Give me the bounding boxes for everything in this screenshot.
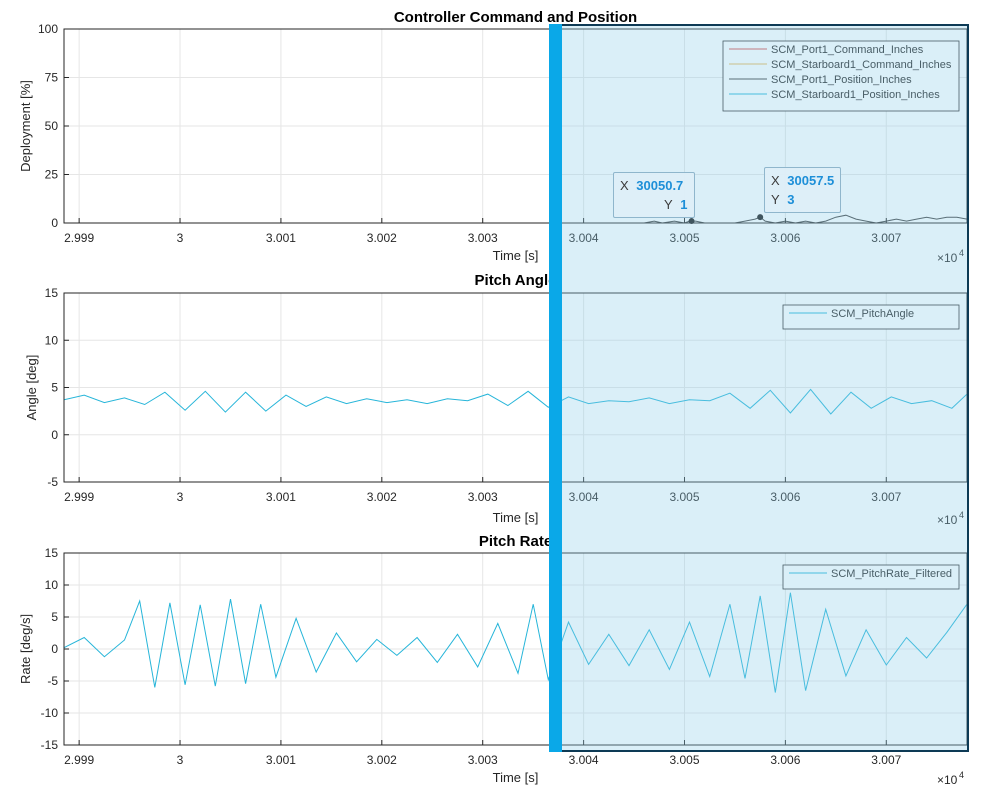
- y-tick-label: 75: [45, 71, 59, 85]
- x-tick-label: 3: [177, 753, 184, 767]
- axes-title: Controller Command and Position: [394, 9, 637, 26]
- y-tick-label: 0: [51, 216, 58, 230]
- x-tick-label: 3.002: [367, 753, 397, 767]
- datatip-y-key: Y: [664, 197, 673, 212]
- datatip-y-value: 1: [680, 197, 688, 212]
- axes-title: Pitch Rate: [479, 533, 552, 550]
- x-axis-label: Time [s]: [493, 510, 539, 525]
- legend-entry-label: SCM_PitchRate_Filtered: [831, 568, 952, 580]
- x-axis-label: Time [s]: [493, 248, 539, 263]
- y-tick-label: -15: [41, 738, 59, 752]
- x-tick-label: 3.002: [367, 490, 397, 504]
- y-tick-label: 0: [51, 642, 58, 656]
- x-exponent-label: ×10: [937, 513, 958, 527]
- y-axis-label: Angle [deg]: [24, 355, 39, 421]
- datatip-marker[interactable]: [757, 214, 764, 221]
- x-tick-label: 3.004: [569, 490, 599, 504]
- datatip-marker[interactable]: [688, 218, 695, 225]
- datatip-1[interactable]: X 30050.7 Y 1: [613, 172, 695, 218]
- x-tick-label: 3.007: [871, 753, 901, 767]
- x-tick-label: 3.007: [871, 490, 901, 504]
- x-axis-label: Time [s]: [493, 770, 539, 785]
- legend-box[interactable]: [722, 40, 960, 112]
- datatip-x-value: 30050.7: [636, 178, 684, 193]
- datatip-y-key: Y: [771, 192, 780, 207]
- datatip-x-value: 30057.5: [787, 173, 835, 188]
- x-tick-label: 3.006: [770, 753, 800, 767]
- axes-pitch-angle[interactable]: 2.999 3 3.001 3.002 3.003 3.004 3.005 3.006 3.00…: [24, 272, 968, 527]
- axes-controller-command[interactable]: 2.999 3 3.001 3.002 3.003 3.004 3.005 3.006 3.00…: [18, 9, 968, 265]
- x-tick-label: 3.003: [468, 753, 498, 767]
- legend-entry-label: SCM_PitchAngle: [831, 308, 914, 320]
- datatip-x-key: X: [771, 173, 780, 188]
- x-tick-label: 3.006: [770, 490, 800, 504]
- x-tick-label: 3: [177, 490, 184, 504]
- y-tick-label: 10: [45, 578, 59, 592]
- x-exponent-power: 4: [959, 248, 964, 258]
- y-tick-label: 100: [38, 22, 58, 36]
- x-tick-label: 3.004: [569, 753, 599, 767]
- x-exponent-label: ×10: [937, 773, 958, 787]
- datatip-2[interactable]: X 30057.5 Y 3: [764, 167, 842, 213]
- x-tick-label: 3.001: [266, 490, 296, 504]
- legend-box[interactable]: [782, 304, 960, 330]
- y-tick-label: -10: [41, 706, 59, 720]
- x-tick-label: 3.005: [669, 231, 699, 245]
- x-exponent-power: 4: [959, 510, 964, 520]
- legend-entry-label: SCM_Starboard1_Command_Inches: [771, 59, 952, 71]
- y-tick-label: 5: [51, 610, 58, 624]
- y-tick-label: 50: [45, 119, 59, 133]
- y-axis-label: Rate [deg/s]: [18, 614, 33, 684]
- x-tick-label: 3.002: [367, 231, 397, 245]
- y-tick-label: 15: [45, 286, 59, 300]
- x-tick-label: 3.005: [669, 753, 699, 767]
- x-tick-label: 3.001: [266, 231, 296, 245]
- series-line[interactable]: [64, 592, 967, 693]
- y-tick-label: 0: [51, 428, 58, 442]
- axes-title: Pitch Angle: [475, 272, 557, 289]
- legend-entry-label: SCM_Port1_Position_Inches: [771, 74, 912, 86]
- x-tick-label: 3.007: [871, 231, 901, 245]
- y-tick-label: 25: [45, 168, 59, 182]
- y-axis-label: Deployment [%]: [18, 80, 33, 172]
- x-tick-label: 3.005: [669, 490, 699, 504]
- x-exponent-label: ×10: [937, 251, 958, 265]
- axes-pitch-rate[interactable]: 2.999 3 3.001 3.002 3.003 3.004 3.005 3.006 3.00…: [18, 533, 968, 787]
- y-tick-label: -5: [47, 674, 58, 688]
- x-tick-label: 2.999: [64, 490, 94, 504]
- x-tick-label: 3.001: [266, 753, 296, 767]
- series-line[interactable]: [64, 388, 967, 415]
- legend-entry-label: SCM_Starboard1_Position_Inches: [771, 89, 940, 101]
- x-tick-label: 3.003: [468, 490, 498, 504]
- legend-entry-label: SCM_Port1_Command_Inches: [771, 44, 924, 56]
- legend-box[interactable]: [782, 564, 960, 590]
- x-tick-label: 3.004: [569, 231, 599, 245]
- y-tick-label: 15: [45, 546, 59, 560]
- x-tick-label: 2.999: [64, 753, 94, 767]
- x-tick-label: 3: [177, 231, 184, 245]
- datatip-y-value: 3: [787, 192, 795, 207]
- y-tick-label: 5: [51, 381, 58, 395]
- datatip-x-key: X: [620, 178, 629, 193]
- x-tick-label: 2.999: [64, 231, 94, 245]
- selection-drag-handle[interactable]: [549, 24, 562, 752]
- x-tick-label: 3.003: [468, 231, 498, 245]
- y-tick-label: -5: [47, 475, 58, 489]
- x-exponent-power: 4: [959, 770, 964, 780]
- x-tick-label: 3.006: [770, 231, 800, 245]
- y-tick-label: 10: [45, 333, 59, 347]
